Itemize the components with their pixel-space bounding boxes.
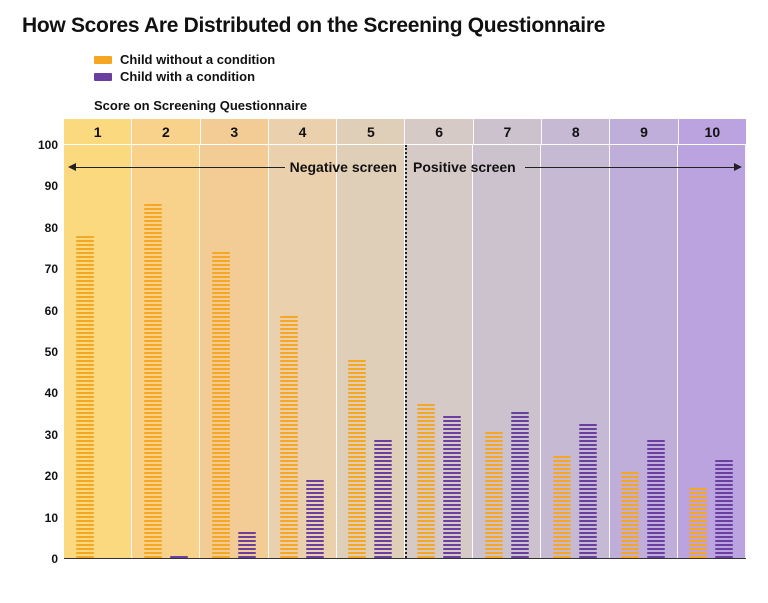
score-column [200,119,268,558]
y-tick: 40 [45,386,58,400]
bar-without [76,236,94,558]
bar-without [212,252,230,558]
category-header: 10 [679,119,746,144]
x-axis-title: Score on Screening Questionnaire [94,98,746,113]
y-tick: 100 [38,138,58,152]
y-tick: 30 [45,428,58,442]
bar-without [348,360,366,558]
category-header: 1 [64,119,132,144]
bar-group [678,145,745,558]
category-header: 9 [610,119,678,144]
legend-swatch-with [94,73,112,81]
arrow-head-left-icon [68,163,76,171]
y-tick: 20 [45,469,58,483]
y-tick: 60 [45,304,58,318]
score-column [473,119,541,558]
bar-without [553,456,571,558]
y-tick: 10 [45,511,58,525]
legend-label-without: Child without a condition [120,52,275,67]
y-tick: 70 [45,262,58,276]
score-column [337,119,405,558]
bar-group [200,145,267,558]
bar-group [473,145,540,558]
category-header: 4 [269,119,337,144]
bar-with [715,460,733,558]
bar-without [280,316,298,558]
bar-without [144,204,162,558]
bar-with [238,532,256,558]
y-tick: 0 [51,552,58,566]
legend: Child without a condition Child with a c… [94,52,746,84]
category-header: 5 [337,119,405,144]
bar-group [541,145,608,558]
chart: Number of Children 100908070605040302010… [22,119,746,559]
y-axis: 1009080706050403020100 [22,119,64,559]
score-column [132,119,200,558]
score-column [610,119,678,558]
bar-group [405,145,472,558]
score-column [64,119,132,558]
bar-with [443,416,461,558]
score-column [678,119,746,558]
bar-with [579,424,597,558]
bar-with [511,412,529,558]
arrow-positive [525,167,736,168]
legend-swatch-without [94,56,112,64]
bar-group [610,145,677,558]
legend-item-without: Child without a condition [94,52,746,67]
bar-group [269,145,336,558]
arrow-negative [74,167,285,168]
bar-group [64,145,131,558]
arrow-head-right-icon [734,163,742,171]
y-tick: 50 [45,345,58,359]
category-header: 2 [132,119,200,144]
bar-without [485,432,503,558]
category-header: 8 [542,119,610,144]
bar-group [337,145,404,558]
chart-title: How Scores Are Distributed on the Screen… [22,14,746,38]
y-tick: 90 [45,179,58,193]
bar-with [170,556,188,558]
score-column [405,119,473,558]
positive-screen-label: Positive screen [413,159,516,175]
bar-without [417,404,435,558]
bar-with [306,480,324,558]
bar-with [374,440,392,558]
score-column [541,119,609,558]
negative-screen-label: Negative screen [290,159,397,175]
y-tick: 80 [45,221,58,235]
category-header: 7 [474,119,542,144]
category-header: 6 [405,119,473,144]
threshold-divider [405,145,407,558]
bar-with [647,440,665,558]
category-header: 3 [201,119,269,144]
plot-area: 12345678910 Negative screen Positive scre… [64,119,746,559]
bar-group [132,145,199,558]
score-column [269,119,337,558]
legend-label-with: Child with a condition [120,69,255,84]
category-header-row: 12345678910 [64,119,746,145]
bar-without [689,488,707,558]
bar-without [621,472,639,558]
legend-item-with: Child with a condition [94,69,746,84]
